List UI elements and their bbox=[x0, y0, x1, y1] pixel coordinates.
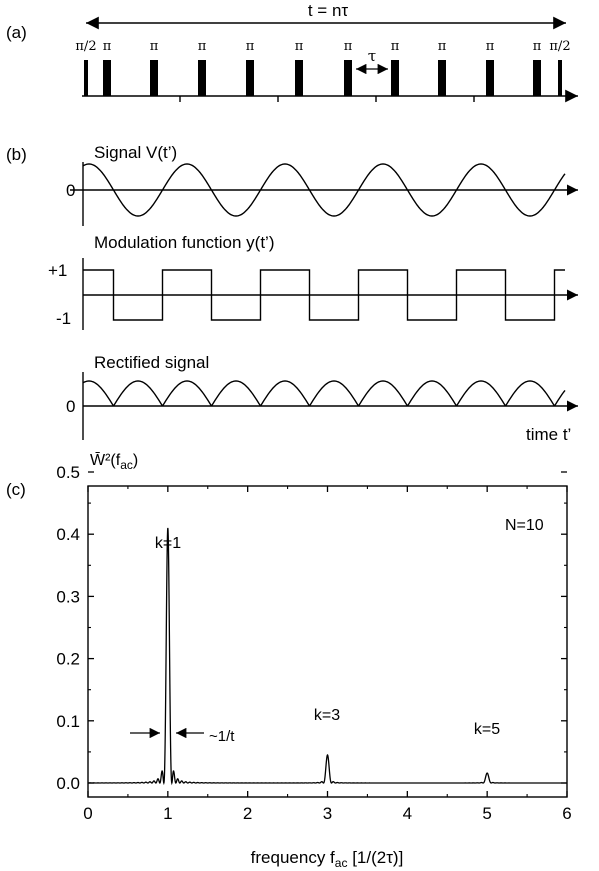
x-tick-label: 3 bbox=[323, 804, 332, 823]
pulse-bar bbox=[198, 60, 206, 96]
y-tick-label: 0.5 bbox=[56, 463, 80, 482]
y-axis-label: W̄²(fac) bbox=[90, 452, 138, 472]
span-label: t = nτ bbox=[308, 1, 349, 20]
x-tick-label: 4 bbox=[403, 804, 412, 823]
pulse-label: π bbox=[533, 39, 542, 54]
panel-a-label: (a) bbox=[6, 23, 27, 42]
panel-c-label: (c) bbox=[6, 480, 26, 499]
y-tick-label: 0.3 bbox=[56, 587, 80, 606]
pulse-train: π/2 π π π π π π π π π π π/2 bbox=[75, 39, 571, 96]
axis-ticks bbox=[87, 471, 568, 797]
rectified-curve bbox=[82, 380, 566, 406]
pulse-bar bbox=[150, 60, 158, 96]
x-tick-label: 2 bbox=[243, 804, 252, 823]
tau-label: τ bbox=[368, 47, 376, 65]
time-label: time t’ bbox=[526, 425, 571, 444]
pulse-bar bbox=[84, 60, 88, 96]
rectified-title: Rectified signal bbox=[94, 353, 209, 372]
pulse-label: π bbox=[198, 39, 207, 54]
tick-labels: 0 1 2 3 4 5 6 0.0 0.1 0.2 0.3 0.4 0.5 bbox=[56, 463, 571, 823]
pulse-bar bbox=[486, 60, 494, 96]
plot-frame bbox=[87, 485, 568, 798]
modulation-minus-label: -1 bbox=[56, 309, 71, 328]
pulse-bar bbox=[295, 60, 303, 96]
modulation-square-wave bbox=[83, 269, 565, 321]
signal-curve bbox=[82, 163, 566, 217]
pulse-label: π/2 bbox=[549, 39, 570, 54]
pulse-bar bbox=[246, 60, 254, 96]
pulse-bar bbox=[103, 60, 111, 96]
panel-b-label: (b) bbox=[6, 145, 27, 164]
panel-a: (a) t = nτ π/2 π π π π π π π π π π π/2 τ bbox=[6, 1, 578, 103]
pulse-bar bbox=[344, 60, 352, 96]
y-tick-label: 0.2 bbox=[56, 650, 80, 669]
pulse-label: π bbox=[150, 39, 159, 54]
pulse-bar bbox=[391, 60, 399, 96]
pulse-label: π bbox=[391, 39, 400, 54]
rectified-zero-label: 0 bbox=[66, 397, 75, 416]
y-tick-label: 0.1 bbox=[56, 712, 80, 731]
y-tick-label: 0.4 bbox=[56, 525, 80, 544]
pulse-label: π bbox=[486, 39, 495, 54]
modulation-plus-label: +1 bbox=[48, 261, 67, 280]
pulse-bar bbox=[438, 60, 446, 96]
pulse-label: π bbox=[344, 39, 353, 54]
x-axis-label: frequency fac [1/(2τ)] bbox=[251, 848, 404, 870]
y-tick-label: 0.0 bbox=[56, 774, 80, 793]
x-tick-label: 1 bbox=[163, 804, 172, 823]
x-tick-label: 5 bbox=[482, 804, 491, 823]
peak-label-k3: k=3 bbox=[314, 707, 340, 724]
width-label: ~1/t bbox=[209, 728, 235, 745]
panel-c: (c) W̄²(fac) 0 1 2 3 4 5 6 0.0 0.1 0.2 0.3 0.4 0.5 N… bbox=[6, 452, 572, 870]
signal-title: Signal V(t’) bbox=[94, 143, 177, 162]
pulse-label: π bbox=[295, 39, 304, 54]
spectrum-curve bbox=[88, 527, 567, 786]
pulse-bar bbox=[533, 60, 541, 96]
pulse-label: π bbox=[103, 39, 112, 54]
pulse-label: π bbox=[246, 39, 255, 54]
panel-b: (b) Signal V(t’) 0 Modulation function y… bbox=[6, 143, 578, 444]
pulse-label: π bbox=[438, 39, 447, 54]
x-tick-label: 6 bbox=[562, 804, 571, 823]
peak-label-k5: k=5 bbox=[474, 721, 500, 738]
pulse-label: π/2 bbox=[75, 39, 96, 54]
x-tick-label: 0 bbox=[83, 804, 92, 823]
peak-label-k1: k=1 bbox=[155, 535, 181, 552]
pulse-bar bbox=[558, 60, 562, 96]
n-label: N=10 bbox=[505, 517, 544, 534]
modulation-title: Modulation function y(t’) bbox=[94, 233, 274, 252]
